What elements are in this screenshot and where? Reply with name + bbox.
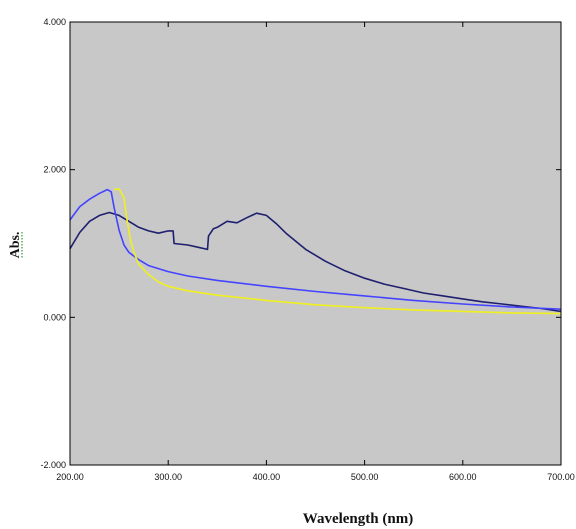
y-tick-label: -2.000 bbox=[40, 460, 66, 470]
x-tick-label: 700.00 bbox=[547, 472, 575, 482]
plot-area bbox=[70, 22, 561, 465]
series-line-2 bbox=[69, 188, 562, 310]
x-axis: 200.00 300.00 400.00 500.00 600.00 700.00 bbox=[56, 22, 575, 482]
x-tick-label: 500.00 bbox=[351, 472, 379, 482]
y-axis-title: Abs. bbox=[8, 232, 23, 259]
x-tick-label: 400.00 bbox=[253, 472, 281, 482]
plot-frame bbox=[69, 21, 562, 466]
x-tick-label: 600.00 bbox=[449, 472, 477, 482]
series-line-3 bbox=[114, 188, 562, 315]
y-tick-label: 0.000 bbox=[43, 312, 66, 322]
x-tick-label: 300.00 bbox=[154, 472, 182, 482]
series-layer bbox=[69, 188, 562, 315]
y-axis: -2.000 0.000 2.000 4.000 bbox=[40, 17, 561, 470]
series-line-1 bbox=[69, 211, 562, 313]
x-tick-label: 200.00 bbox=[56, 472, 84, 482]
y-tick-label: 2.000 bbox=[43, 165, 66, 175]
x-axis-title: Wavelength (nm) bbox=[303, 511, 413, 527]
y-tick-label: 4.000 bbox=[43, 17, 66, 27]
